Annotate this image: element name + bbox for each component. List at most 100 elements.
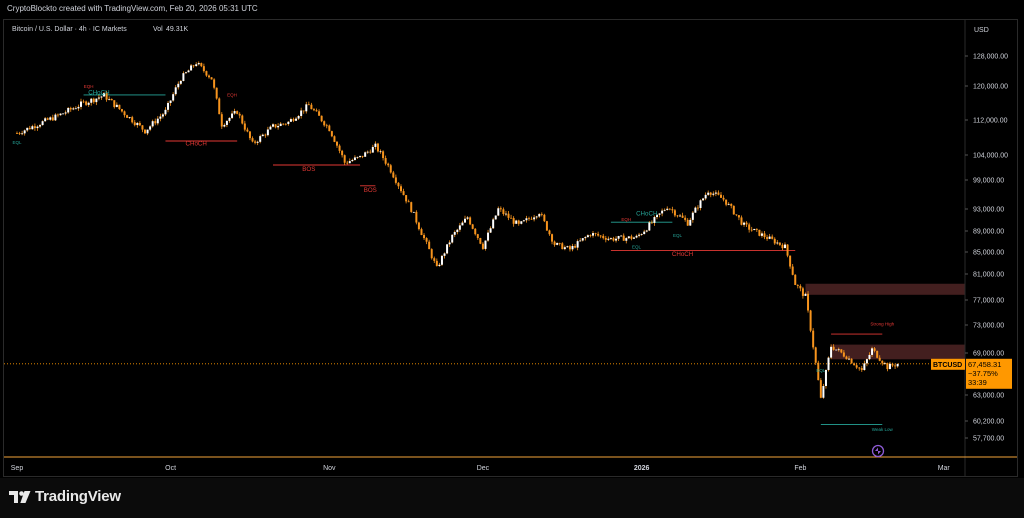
candle-body [410,202,413,212]
price-axis-tick-label: 63,000.00 [973,393,1004,400]
candle-body [456,229,459,233]
candle-body [842,352,845,357]
candle-body [748,224,751,230]
candle-body [891,363,894,366]
candle-body [876,350,879,358]
candle-body [612,238,615,241]
candle-body [512,218,515,224]
candle-body [415,211,418,223]
price-axis-tick-label: 128,000.00 [973,54,1008,61]
candle-body [62,113,65,115]
candle-body [814,347,817,363]
candle-body [481,243,484,249]
candle-body [781,244,784,249]
candle-body [402,191,405,196]
candle-body [67,107,70,113]
candle-body [85,101,88,105]
candle-body [584,237,587,239]
candle-body [617,236,620,239]
structure-label: EQL [632,244,642,249]
candle-body [105,92,108,100]
candle-body [325,125,328,127]
structure-label: CHoCH [186,140,207,147]
candle-body [676,215,679,217]
candle-body [545,221,548,231]
candle-body [341,150,344,156]
candle-body [553,241,556,245]
candle-body [581,238,584,241]
time-axis-tick-label: Mar [938,465,951,472]
candle-body [461,222,464,226]
candle-body [543,214,546,222]
candle-body [640,234,643,235]
candle-body [720,194,722,198]
currency-box[interactable] [966,20,1017,38]
candle-body [589,235,592,237]
structure-label: Weak Low [872,427,894,432]
candle-body [133,122,136,126]
price-tag-countdown: 33:39 [968,378,987,387]
candle-body [174,87,177,95]
candle-body [26,127,29,131]
candle-body [218,98,221,115]
last-price-tag[interactable]: BTCUSD 67,458.31 −37.75% 33:39 [931,358,1012,389]
candle-body [205,71,208,76]
volume-label: Vol [153,26,163,33]
candle-body [74,108,77,110]
candle-body [533,217,536,220]
candle-body [835,349,838,351]
candle-body [356,156,359,158]
candle-body [615,238,618,241]
candle-body [479,238,482,244]
candle-body [33,126,36,129]
candle-body [400,186,402,192]
price-axis-tick-label: 93,000.00 [973,207,1004,214]
candle-body [297,116,300,119]
candle-body [254,141,257,143]
candle-body [883,363,886,364]
candle-body [896,363,899,367]
candle-body [231,113,234,118]
candle-body [650,222,653,224]
candles [16,61,899,399]
candle-body [213,79,216,88]
candle-body [144,129,146,134]
structure-label: EQH [621,217,631,222]
candle-body [778,242,781,245]
candle-body [653,217,656,223]
candle-body [568,246,571,250]
structure-label: BOS [364,187,377,194]
candle-body [845,356,848,360]
candle-body [120,109,123,112]
candle-body [338,145,341,151]
candle-body [412,211,415,213]
candle-body [771,236,774,239]
alert-marker-icon[interactable] [871,444,885,458]
candle-body [745,222,748,225]
candle-body [566,246,569,248]
candle-body [417,222,420,230]
price-axis-tick-label: 57,700.00 [973,436,1004,443]
candle-body [430,249,433,259]
price-axis: 128,000.00 120,000.00 112,000.00 104,000.00… [965,54,1008,443]
candle-body [59,113,62,116]
candle-body [359,155,362,157]
candle-body [863,363,866,370]
candle-body [138,122,141,126]
candle-body [625,238,628,241]
candle-body [233,111,236,114]
candle-body [522,220,525,222]
candle-body [336,141,338,146]
candle-body [425,238,428,242]
candle-body [691,212,694,220]
candle-body [679,215,682,217]
price-axis-tick-label: 60,200.00 [973,419,1004,426]
candle-body [789,255,792,267]
candle-body [428,241,431,250]
candle-body [202,66,205,72]
tradingview-logo[interactable]: TradingView [9,488,121,505]
candle-body [487,232,490,241]
time-axis-tick-label: Feb [794,465,806,472]
price-axis-tick-label: 99,000.00 [973,178,1004,185]
